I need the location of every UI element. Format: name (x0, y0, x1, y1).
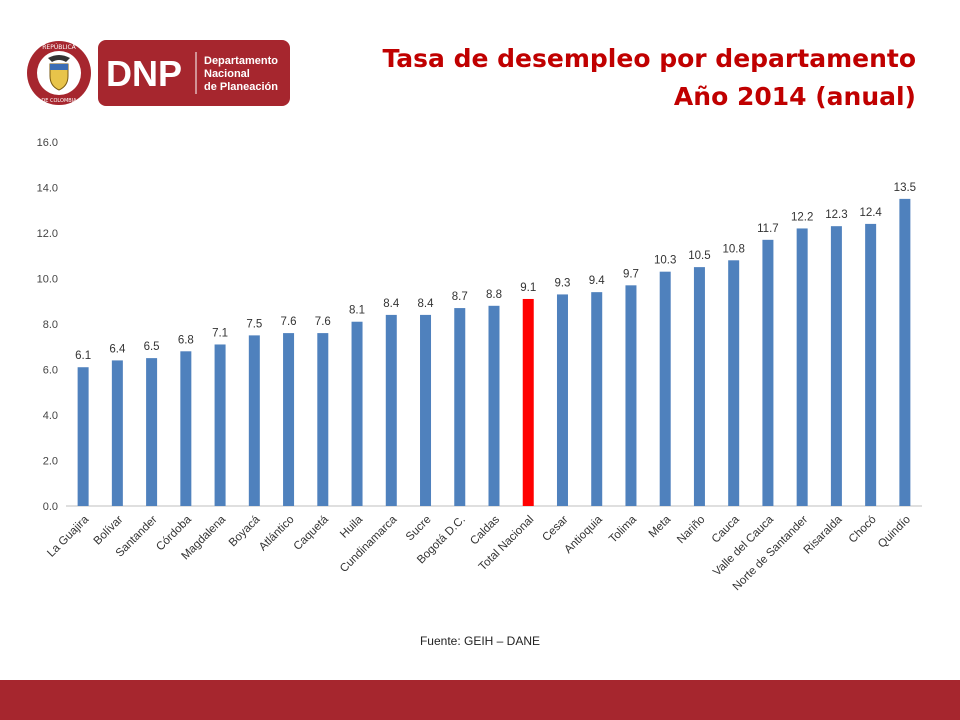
bar (488, 305, 500, 506)
bar (317, 333, 329, 506)
bar (693, 267, 705, 506)
data-label: 10.5 (688, 250, 710, 262)
y-tick-label: 10.0 (37, 274, 58, 286)
bar (214, 344, 226, 506)
x-tick-label: Caquetá (292, 513, 332, 553)
bar (146, 358, 158, 506)
data-label: 7.6 (281, 316, 297, 328)
bar (865, 223, 877, 506)
x-tick-label: Sucre (404, 514, 434, 544)
svg-text:Nacional: Nacional (204, 68, 250, 80)
x-tick-label: La Guajira (45, 513, 91, 559)
data-label: 6.8 (178, 334, 194, 346)
data-label: 7.6 (315, 316, 331, 328)
data-label: 8.4 (418, 298, 435, 310)
data-label: 12.3 (825, 209, 847, 221)
y-tick-label: 6.0 (43, 365, 58, 377)
x-tick-label: Meta (647, 513, 674, 540)
x-tick-label: Cesar (540, 514, 570, 544)
y-tick-label: 8.0 (43, 319, 58, 331)
data-label: 10.3 (654, 255, 676, 267)
page-title: Tasa de desempleo por departamento Año 2… (382, 40, 916, 116)
bar (454, 308, 466, 506)
bar (659, 271, 671, 506)
data-label: 10.8 (722, 243, 744, 255)
source-note: Fuente: GEIH – DANE (419, 634, 541, 648)
data-label: 6.1 (75, 350, 91, 362)
svg-text:REPÚBLICA: REPÚBLICA (42, 44, 76, 51)
data-label: 9.7 (623, 268, 639, 280)
data-label: 11.7 (757, 223, 779, 235)
x-tick-label: Bolívar (92, 514, 126, 548)
x-tick-label: Quindío (876, 514, 913, 551)
bar (283, 333, 295, 506)
data-label: 6.4 (109, 343, 126, 355)
title-line-1: Tasa de desempleo por departamento (382, 44, 916, 73)
y-tick-label: 12.0 (37, 228, 58, 240)
y-tick-label: 4.0 (43, 410, 58, 422)
x-tick-label: Antioquia (562, 513, 605, 556)
bar (796, 228, 808, 506)
bar (830, 226, 842, 507)
data-label: 8.8 (486, 289, 502, 301)
dnp-logo: REPÚBLICA DE COLOMBIA DNP Departamento N… (26, 40, 290, 106)
bar (728, 260, 740, 506)
data-label: 7.5 (246, 318, 262, 330)
x-tick-label: Nariño (675, 514, 707, 546)
svg-text:DE COLOMBIA: DE COLOMBIA (41, 98, 77, 104)
y-tick-label: 14.0 (37, 183, 58, 195)
unemployment-bar-chart: 0.0 2.0 4.0 6.0 8.0 10.0 12.0 14.0 16.0 6.1 La Gua… (37, 137, 922, 593)
bar (556, 294, 568, 506)
x-tick-label: Risaralda (802, 513, 845, 556)
x-tick-label: Chocó (847, 514, 879, 546)
bar (248, 335, 260, 506)
x-tick-label: Huila (338, 513, 365, 540)
data-label: 12.4 (859, 207, 882, 219)
x-tick-label: Caldas (468, 513, 502, 547)
data-label: 8.4 (383, 298, 400, 310)
bar (111, 360, 123, 506)
x-tick-label: Tolima (607, 513, 639, 545)
bar (351, 321, 363, 506)
title-line-2: Año 2014 (anual) (673, 82, 916, 111)
bar (591, 292, 603, 506)
bar (625, 285, 637, 506)
footer-bar (0, 680, 960, 720)
x-tick-label: Valle del Cauca (711, 513, 776, 578)
data-label: 9.3 (554, 277, 570, 289)
y-tick-label: 0.0 (43, 501, 58, 513)
x-tick-label: Atlántico (257, 514, 297, 554)
bar (899, 198, 911, 506)
data-label: 8.1 (349, 305, 365, 317)
bar (762, 239, 774, 506)
bar (420, 314, 432, 506)
x-tick-label: Cauca (710, 513, 742, 545)
data-label: 13.5 (894, 182, 916, 194)
colombia-seal-icon: REPÚBLICA DE COLOMBIA (27, 41, 91, 105)
y-tick-label: 16.0 (37, 137, 58, 149)
svg-text:Departamento: Departamento (204, 55, 278, 67)
data-label: 9.1 (520, 282, 536, 294)
bar (385, 314, 397, 506)
data-label: 6.5 (144, 341, 160, 353)
data-label: 12.2 (791, 211, 813, 223)
dnp-wordmark: DNP Departamento Nacional de Planeación (98, 40, 290, 106)
data-label: 7.1 (212, 327, 228, 339)
data-label: 9.4 (589, 275, 606, 287)
bar (77, 367, 89, 506)
y-tick-label: 2.0 (43, 456, 58, 468)
svg-text:DNP: DNP (106, 53, 182, 94)
svg-text:de Planeación: de Planeación (204, 81, 278, 93)
bar (180, 351, 192, 506)
bar (522, 298, 534, 506)
data-label: 8.7 (452, 291, 468, 303)
